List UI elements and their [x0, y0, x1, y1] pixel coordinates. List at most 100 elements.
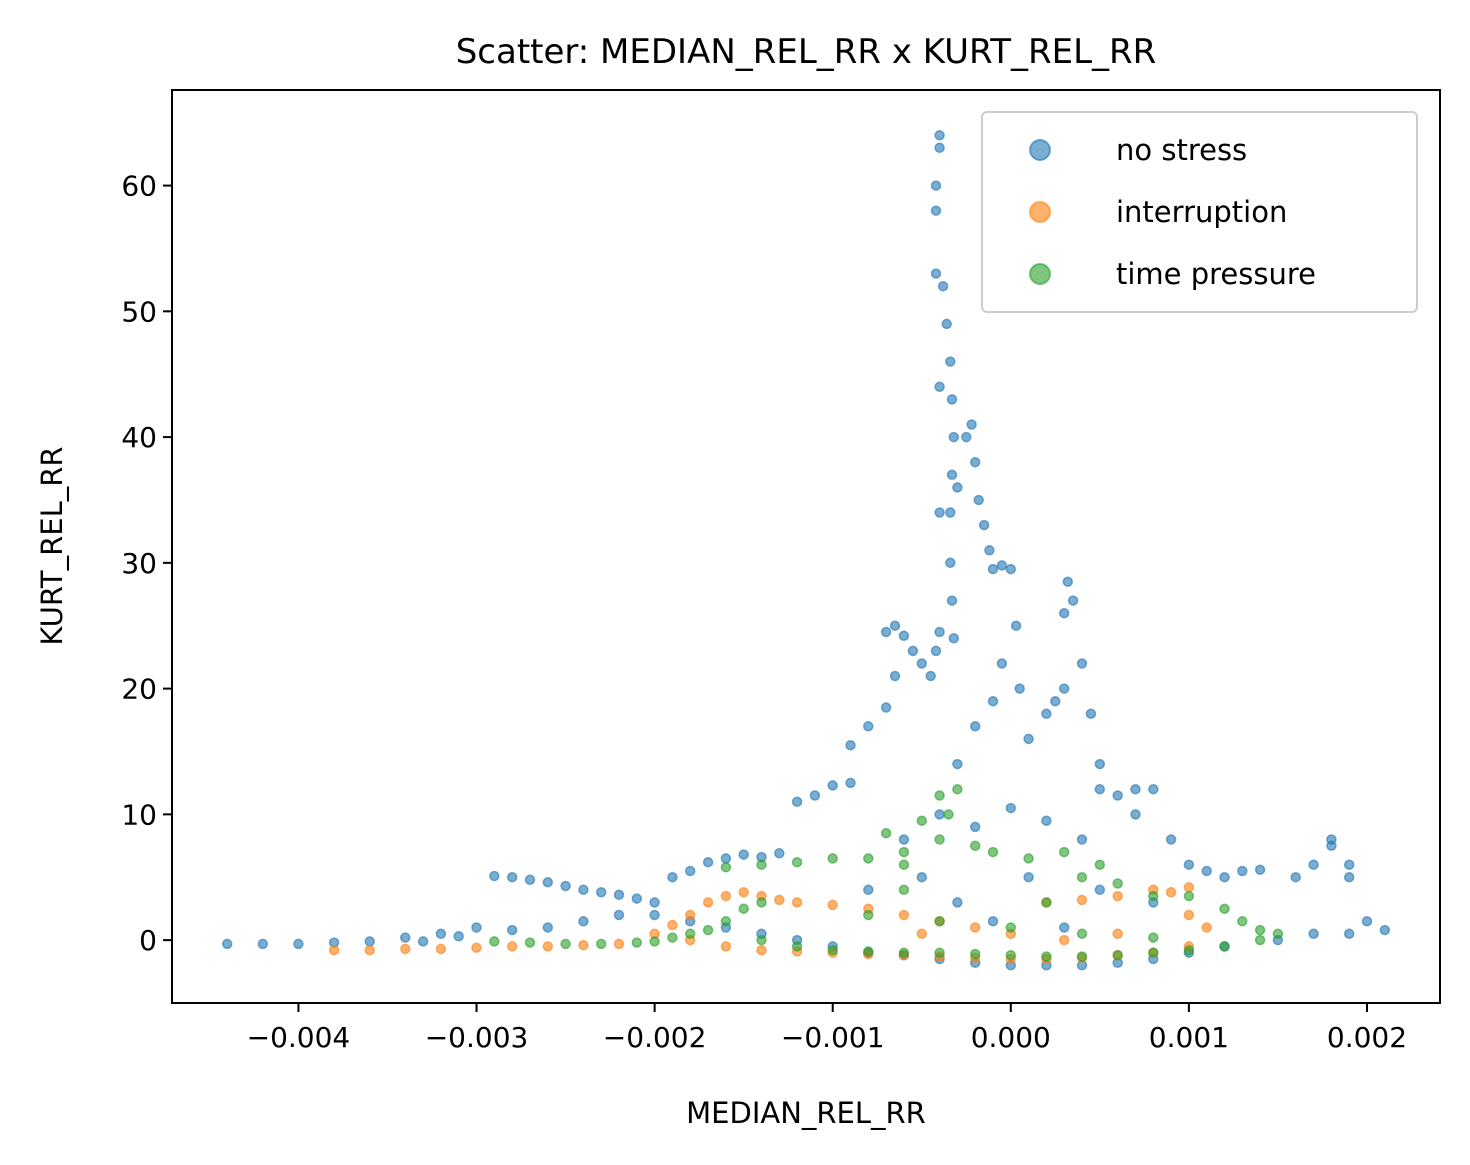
data-point: [969, 922, 981, 933]
data-point: [946, 469, 958, 481]
data-point: [934, 834, 945, 845]
data-point: [946, 394, 958, 405]
data-point: [952, 758, 963, 770]
data-point: [863, 721, 874, 732]
y-axis: 0 10 20 30 40 50 60: [121, 170, 172, 957]
data-point: [506, 941, 518, 952]
y-tick-label: 40: [121, 421, 157, 454]
legend-label: no stress: [1116, 133, 1247, 167]
data-point: [364, 944, 375, 956]
data-point: [489, 870, 500, 882]
data-point: [845, 777, 856, 789]
x-tick-label: 0.001: [1149, 1021, 1229, 1054]
data-point: [1361, 916, 1373, 927]
data-point: [1201, 922, 1212, 933]
data-point: [1041, 951, 1052, 962]
data-point: [1165, 887, 1177, 898]
data-point: [1023, 853, 1034, 864]
data-point: [578, 916, 589, 927]
data-point: [613, 938, 625, 950]
data-point: [969, 948, 981, 960]
data-point: [1130, 783, 1141, 795]
data-point: [542, 922, 554, 933]
data-point: [364, 936, 375, 947]
data-point: [934, 381, 945, 393]
x-axis: −0.004 −0.003 −0.002 −0.001 0.000 0.001 0.002: [247, 1003, 1407, 1054]
data-point: [1112, 790, 1123, 801]
data-point: [930, 180, 942, 191]
data-point: [1219, 903, 1230, 914]
x-tick-label: 0.002: [1327, 1021, 1407, 1054]
data-point: [952, 783, 963, 795]
data-point: [1050, 695, 1061, 707]
data-point: [1148, 783, 1159, 795]
data-point: [1076, 658, 1088, 669]
x-tick-label: −0.004: [247, 1021, 351, 1054]
data-point: [1183, 909, 1195, 921]
data-point: [1254, 934, 1266, 946]
data-point: [667, 932, 678, 943]
data-point: [791, 856, 803, 868]
data-point: [934, 130, 945, 141]
data-point: [996, 658, 1008, 669]
data-point: [948, 431, 960, 443]
data-point: [667, 871, 678, 883]
data-point: [969, 721, 981, 732]
data-point: [506, 924, 518, 936]
data-point: [1112, 928, 1123, 940]
data-point: [328, 944, 340, 956]
data-point: [934, 626, 945, 638]
data-point: [1183, 882, 1195, 893]
data-point: [1183, 890, 1195, 902]
data-point: [845, 739, 856, 751]
y-axis-label: KURT_REL_RR: [35, 446, 69, 645]
data-point: [880, 626, 892, 638]
data-point: [916, 871, 928, 883]
data-point: [973, 494, 984, 506]
data-point: [987, 916, 999, 927]
data-point: [1237, 916, 1248, 927]
data-point: [945, 356, 956, 367]
data-point: [1023, 733, 1034, 745]
data-point: [524, 937, 536, 948]
data-point: [916, 815, 928, 826]
data-point: [934, 142, 945, 154]
data-point: [930, 205, 942, 216]
data-point: [1254, 864, 1266, 875]
data-point: [1148, 932, 1159, 943]
data-point: [863, 909, 874, 921]
data-point: [791, 897, 803, 908]
y-tick-label: 60: [121, 170, 157, 203]
data-point: [1290, 871, 1301, 883]
data-point: [809, 790, 821, 801]
data-point: [1058, 922, 1070, 933]
data-point: [952, 897, 963, 908]
data-point: [1076, 871, 1088, 883]
legend-marker: [1029, 139, 1051, 161]
data-point: [1326, 834, 1337, 845]
data-point: [863, 884, 874, 896]
data-point: [1272, 928, 1284, 940]
data-point: [702, 924, 714, 936]
data-point: [738, 903, 749, 914]
data-point: [907, 645, 919, 657]
data-points: [221, 130, 1391, 971]
legend-frame: [981, 111, 1418, 313]
data-point: [898, 846, 910, 858]
data-point: [417, 936, 429, 947]
data-point: [702, 897, 714, 908]
data-point: [961, 431, 972, 443]
data-point: [738, 849, 749, 860]
legend: no stress interruption time pressure: [981, 111, 1418, 313]
data-point: [1094, 783, 1106, 795]
series-no-stress: [221, 130, 1391, 971]
data-point: [400, 932, 411, 943]
data-point: [1014, 683, 1025, 694]
data-point: [1058, 934, 1070, 946]
data-point: [1254, 924, 1266, 936]
data-point: [756, 934, 767, 946]
data-point: [453, 931, 464, 942]
data-point: [1183, 859, 1195, 870]
data-point: [987, 846, 999, 858]
data-point: [1085, 708, 1097, 720]
